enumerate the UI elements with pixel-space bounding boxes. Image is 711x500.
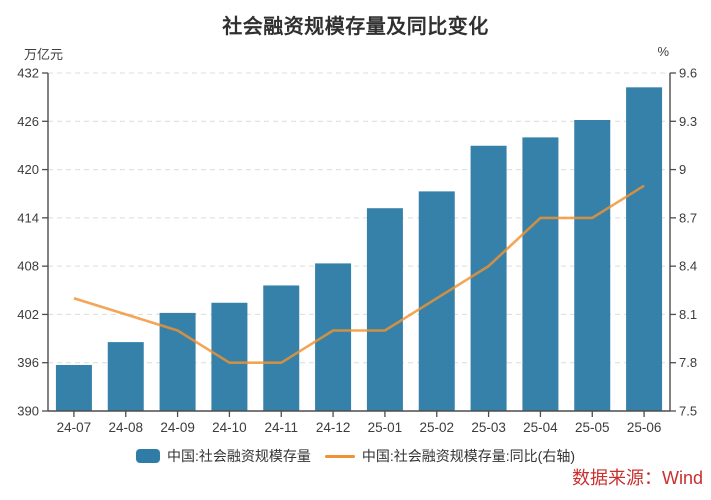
x-axis-tick-label: 24-09 — [160, 420, 195, 435]
right-axis-tick-label: 7.5 — [679, 404, 697, 419]
x-axis-tick-label: 24-07 — [57, 420, 92, 435]
legend: 中国:社会融资规模存量 中国:社会融资规模存量:同比(右轴) — [0, 446, 711, 466]
right-axis-tick-label: 7.8 — [679, 355, 697, 370]
left-axis-tick-label: 426 — [17, 114, 39, 129]
bar — [418, 191, 455, 411]
left-axis-tick-label: 408 — [17, 259, 39, 274]
x-axis-tick-label: 24-10 — [212, 420, 247, 435]
x-axis-tick-label: 25-04 — [523, 420, 558, 435]
x-axis-tick-label: 25-01 — [368, 420, 403, 435]
bar — [626, 87, 663, 411]
legend-item-bar-series: 中国:社会融资规模存量 — [136, 446, 311, 466]
x-axis-tick-label: 25-05 — [575, 420, 610, 435]
x-axis-tick-label: 24-08 — [108, 420, 143, 435]
bar-series-swatch-icon — [136, 449, 160, 463]
left-axis-tick-label: 414 — [17, 210, 39, 225]
data-source-label: 数据来源：Wind — [571, 468, 703, 488]
bar — [470, 145, 507, 411]
x-axis-tick-label: 25-06 — [627, 420, 662, 435]
x-axis-tick-label: 25-02 — [419, 420, 454, 435]
legend-label-line-series: 中国:社会融资规模存量:同比(右轴) — [361, 448, 575, 464]
left-axis-tick-label: 432 — [17, 66, 39, 81]
left-axis-unit-label: 万亿元 — [24, 47, 64, 62]
bar — [366, 208, 403, 411]
bar — [522, 137, 559, 411]
right-axis-tick-label: 8.7 — [679, 210, 697, 225]
yoy-line — [73, 184, 645, 365]
x-axis-tick-label: 25-03 — [471, 420, 506, 435]
line-series-swatch-icon — [324, 454, 355, 458]
right-axis-tick-label: 9 — [679, 162, 686, 177]
chart-title: 社会融资规模存量及同比变化 — [222, 16, 489, 38]
right-axis-tick-label: 9.3 — [679, 114, 697, 129]
right-axis-unit-label: % — [657, 44, 669, 59]
bar — [263, 285, 300, 411]
left-axis-tick-label: 396 — [17, 355, 39, 370]
bar — [107, 342, 144, 411]
left-axis-tick-label: 390 — [17, 404, 39, 419]
left-axis-tick-label: 402 — [17, 307, 39, 322]
x-axis-tick-label: 24-11 — [264, 420, 298, 435]
left-axis-tick-label: 420 — [17, 162, 39, 177]
bar — [55, 364, 92, 411]
plot-area: 390 396 402 408 414 420 426 432 7.5 7.8 8.1 8.4 8.7 9… — [17, 66, 697, 436]
legend-item-line-series: 中国:社会融资规模存量:同比(右轴) — [324, 446, 575, 466]
x-axis-tick-label: 24-12 — [316, 420, 351, 435]
bar — [574, 119, 611, 411]
right-axis-tick-label: 8.4 — [679, 259, 697, 274]
bar — [211, 302, 248, 411]
right-axis-tick-label: 8.1 — [679, 307, 697, 322]
right-axis-tick-label: 9.6 — [679, 66, 697, 81]
legend-label-bar-series: 中国:社会融资规模存量 — [167, 448, 311, 464]
